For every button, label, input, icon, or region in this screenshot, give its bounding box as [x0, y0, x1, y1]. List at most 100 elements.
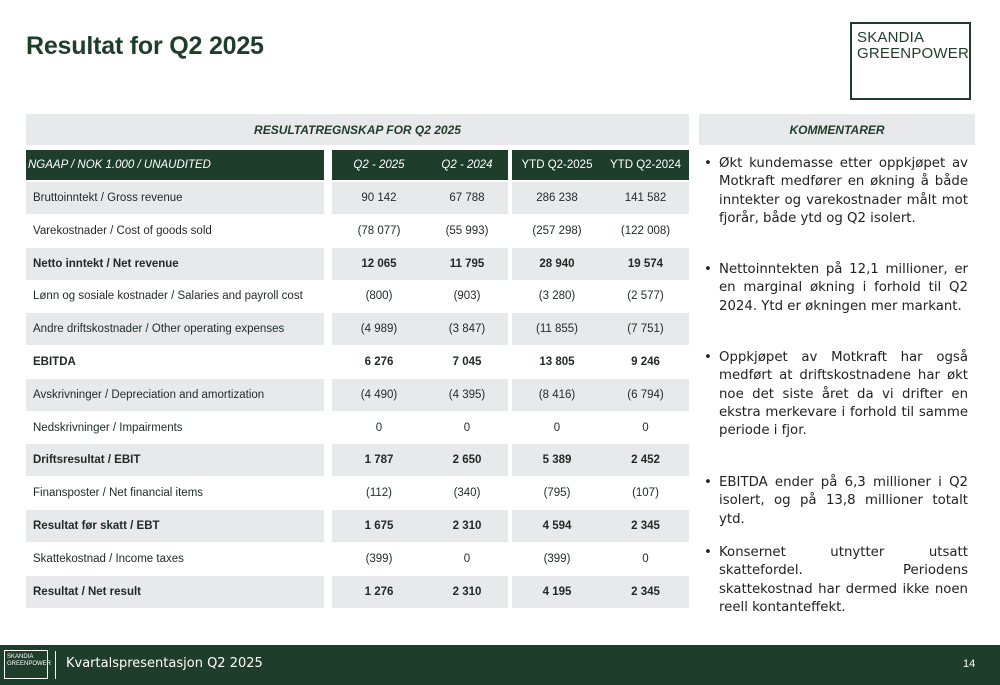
row-value: 4 195 — [512, 575, 602, 608]
row-value: 141 582 — [602, 182, 689, 214]
row-value: (3 847) — [426, 313, 508, 346]
table-row: EBITDA 6 276 7 045 13 805 9 246 — [26, 346, 689, 378]
footer-title: Kvartalspresentasjon Q2 2025 — [66, 656, 263, 671]
row-value: 0 — [463, 421, 471, 434]
comment-text: Konsernet utnytter utsatt skattefordel. … — [719, 545, 968, 615]
row-value: 11 795 — [426, 247, 508, 280]
row-value: 0 — [375, 421, 383, 434]
row-label: Skattekostnad / Income taxes — [33, 552, 184, 565]
row-value: 12 065 — [332, 247, 426, 280]
row-value: 19 574 — [602, 247, 689, 280]
row-value: (399) — [543, 552, 571, 565]
bullet-icon: • — [704, 545, 712, 560]
logo-line-1: SKANDIA — [857, 29, 925, 46]
row-value: 0 — [642, 421, 649, 434]
table-row: Finansposter / Net financial items (112) (… — [26, 477, 689, 509]
row-value: (795) — [543, 487, 571, 500]
row-label: Finansposter / Net financial items — [33, 487, 204, 500]
row-value: (4 989) — [332, 313, 426, 346]
company-logo: SKANDIA GREENPOWER — [850, 22, 971, 100]
page-number: 14 — [963, 658, 976, 670]
row-value: 90 142 — [332, 182, 426, 214]
row-value: (11 855) — [512, 313, 602, 346]
row-value: (340) — [453, 487, 481, 500]
table-row: Nedskrivninger / Impairments 0 0 0 0 — [26, 412, 689, 444]
comment-item: • Konsernet utnytter utsatt skattefordel.… — [704, 544, 968, 617]
row-value: 286 238 — [512, 182, 602, 214]
comment-item: • EBITDA ender på 6,3 millioner i Q2 isol… — [704, 474, 968, 529]
bullet-icon: • — [704, 262, 712, 277]
row-value: 2 650 — [426, 444, 508, 477]
column-header-q2-2024: Q2 - 2024 — [426, 150, 508, 180]
row-value: (257 298) — [532, 224, 582, 237]
row-value: (4 395) — [426, 378, 508, 411]
comments-header: KOMMENTARER — [699, 114, 975, 145]
footer-logo: SKANDIA GREENPOWER — [4, 650, 52, 679]
table-row: Lønn og sosiale kostnader / Salaries and… — [26, 280, 689, 312]
footer-logo-line-2: GREENPOWER — [7, 661, 52, 667]
comment-item: • Økt kundemasse etter oppkjøpet av Motkr… — [704, 155, 968, 228]
comment-text: Økt kundemasse etter oppkjøpet av Motkra… — [719, 156, 968, 226]
row-label: Lønn og sosiale kostnader / Salaries and… — [33, 290, 303, 303]
row-value: 9 246 — [631, 356, 660, 368]
row-value: 0 — [463, 552, 471, 565]
row-value: (2 577) — [627, 290, 664, 303]
footer-divider — [55, 651, 56, 679]
row-label: Avskrivninger / Depreciation and amortiz… — [26, 378, 324, 411]
row-value: 13 805 — [539, 356, 575, 368]
footer-logo-line-1: SKANDIA — [7, 654, 34, 660]
table-row: Avskrivninger / Depreciation and amortiz… — [26, 378, 689, 411]
row-value: (4 490) — [332, 378, 426, 411]
table-row: Bruttoinntekt / Gross revenue 90 142 67 78… — [26, 182, 689, 214]
row-value: 1 787 — [332, 444, 426, 477]
row-value: (7 751) — [602, 313, 689, 346]
column-header-q2-2025: Q2 - 2025 — [332, 150, 426, 180]
comment-text: EBITDA ender på 6,3 millioner i Q2 isole… — [719, 475, 968, 527]
row-value: 0 — [642, 552, 649, 565]
comment-text: Oppkjøpet av Motkraft har også medført a… — [719, 350, 968, 439]
row-label: Nedskrivninger / Impairments — [33, 421, 183, 434]
bullet-icon: • — [704, 475, 712, 490]
table-row: Andre driftskostnader / Other operating … — [26, 313, 689, 346]
footer-bar: SKANDIA GREENPOWER Kvartalspresentasjon … — [0, 645, 1000, 685]
row-value: (107) — [632, 487, 659, 500]
row-value: (122 008) — [620, 224, 671, 237]
column-header-ytd-2024: YTD Q2-2024 — [602, 150, 689, 180]
table-row: Varekostnader / Cost of goods sold (78 07… — [26, 215, 689, 247]
table-row: Driftsresultat / EBIT 1 787 2 650 5 389 2 45… — [26, 444, 689, 477]
row-label: Varekostnader / Cost of goods sold — [33, 224, 212, 237]
row-value: (8 416) — [512, 378, 602, 411]
row-value: 2 345 — [602, 575, 689, 608]
row-value: 2 310 — [426, 575, 508, 608]
column-header-basis: NGAAP / NOK 1.000 / UNAUDITED — [26, 150, 324, 180]
row-value: (800) — [365, 290, 393, 303]
row-label: Resultat før skatt / EBT — [26, 510, 324, 542]
row-value: (903) — [453, 290, 481, 303]
logo-line-2: GREENPOWER — [857, 45, 970, 62]
bullet-icon: • — [704, 156, 712, 171]
row-value: (55 993) — [445, 224, 489, 237]
row-value: (78 077) — [357, 224, 401, 237]
row-value: 2 345 — [602, 510, 689, 542]
row-value: (112) — [366, 487, 392, 500]
row-label: Bruttoinntekt / Gross revenue — [26, 182, 324, 214]
row-label: Netto inntekt / Net revenue — [26, 247, 324, 280]
row-value: (3 280) — [538, 290, 576, 303]
row-value: 28 940 — [512, 247, 602, 280]
row-value: 6 276 — [364, 356, 394, 368]
table-row: Resultat før skatt / EBT 1 675 2 310 4 594 2… — [26, 510, 689, 542]
row-value: 4 594 — [512, 510, 602, 542]
table-row: Netto inntekt / Net revenue 12 065 11 795 2… — [26, 247, 689, 280]
row-value: 5 389 — [512, 444, 602, 477]
row-value: 7 045 — [452, 356, 482, 368]
table-row: Resultat / Net result 1 276 2 310 4 195 2 34… — [26, 575, 689, 608]
row-value: 1 675 — [332, 510, 426, 542]
comment-item: • Nettoinntekten på 12,1 millioner, er en… — [704, 261, 968, 316]
row-value: 2 310 — [426, 510, 508, 542]
row-label: Driftsresultat / EBIT — [26, 444, 324, 477]
table-header: RESULTATREGNSKAP FOR Q2 2025 — [26, 114, 689, 145]
row-value: 67 788 — [426, 182, 508, 214]
page-title: Resultat for Q2 2025 — [26, 32, 264, 60]
table-row: Skattekostnad / Income taxes (399) 0 (399) 0 — [26, 543, 689, 575]
comment-text: Nettoinntekten på 12,1 millioner, er en … — [719, 262, 968, 314]
